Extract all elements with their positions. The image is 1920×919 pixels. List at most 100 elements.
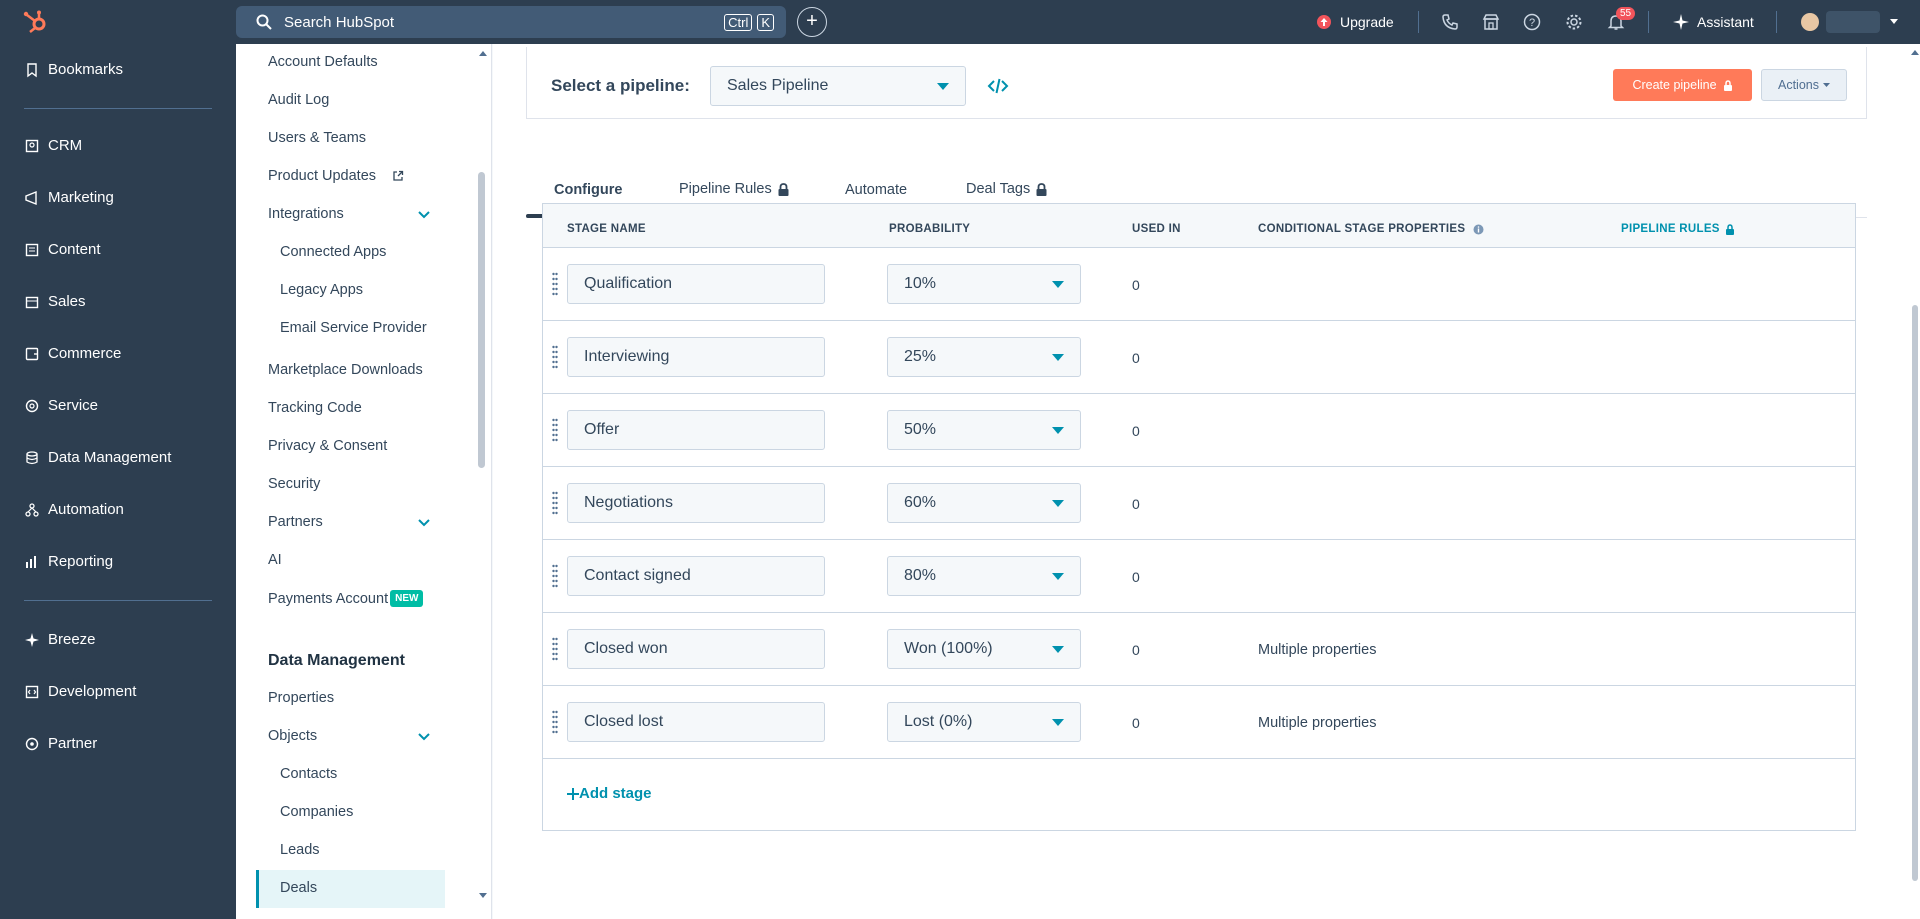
phone-icon[interactable] [1441, 13, 1459, 31]
chevron-down-icon[interactable] [416, 515, 432, 531]
pipeline-select[interactable]: Sales Pipeline [710, 66, 966, 106]
settings-ai[interactable]: AI [268, 552, 282, 568]
column-header-used-in: USED IN [1132, 223, 1181, 235]
actions-button[interactable]: Actions [1761, 69, 1847, 101]
settings-tracking-code[interactable]: Tracking Code [268, 400, 362, 416]
probability-select[interactable]: 60% [887, 483, 1081, 523]
settings-connected-apps[interactable]: Connected Apps [280, 244, 387, 260]
probability-select[interactable]: Won (100%) [887, 629, 1081, 669]
megaphone-icon [25, 190, 37, 205]
column-header-pipeline-rules[interactable]: PIPELINE RULES [1621, 223, 1735, 235]
conditional-properties[interactable]: Multiple properties [1258, 715, 1377, 731]
drag-handle-icon[interactable] [552, 637, 558, 661]
tab-pipeline-rules[interactable]: Pipeline Rules [679, 181, 790, 197]
upgrade-button[interactable]: Upgrade [1316, 0, 1394, 44]
drag-handle-icon[interactable] [552, 272, 558, 296]
settings-payments-account[interactable]: Payments Account NEW [268, 590, 424, 607]
nav-content[interactable]: Content [24, 241, 101, 258]
nav-reporting[interactable]: Reporting [24, 553, 113, 570]
main-scrollbar-thumb[interactable] [1912, 305, 1918, 881]
settings-audit-log[interactable]: Audit Log [268, 92, 330, 108]
settings-product-updates[interactable]: Product Updates [268, 168, 404, 184]
conditional-properties[interactable]: Multiple properties [1258, 642, 1377, 658]
info-icon[interactable] [1473, 224, 1484, 235]
nav-development[interactable]: Development [24, 683, 136, 700]
crm-icon [25, 139, 39, 152]
settings-email-service-provider[interactable]: Email Service Provider [280, 320, 427, 336]
probability-select[interactable]: 25% [887, 337, 1081, 377]
settings-partners[interactable]: Partners [268, 514, 323, 530]
settings-privacy-consent[interactable]: Privacy & Consent [268, 438, 388, 454]
stage-name-input[interactable]: Offer [567, 410, 825, 450]
automation-icon [25, 502, 39, 517]
settings-companies[interactable]: Companies [280, 804, 354, 820]
settings-gear-icon[interactable] [1565, 13, 1583, 31]
settings-properties[interactable]: Properties [268, 690, 335, 706]
settings-security[interactable]: Security [268, 476, 321, 492]
drag-handle-icon[interactable] [552, 418, 558, 442]
drag-handle-icon[interactable] [552, 710, 558, 734]
probability-select[interactable]: Lost (0%) [887, 702, 1081, 742]
add-stage-button[interactable]: Add stage [567, 785, 652, 802]
scroll-up-arrow-icon[interactable] [478, 49, 488, 57]
nav-marketing[interactable]: Marketing [24, 189, 114, 206]
probability-select[interactable]: 80% [887, 556, 1081, 596]
user-avatar[interactable] [1801, 13, 1819, 31]
settings-marketplace-downloads[interactable]: Marketplace Downloads [268, 362, 423, 378]
settings-contacts[interactable]: Contacts [280, 766, 338, 782]
nav-sales[interactable]: Sales [24, 293, 86, 310]
search-bar[interactable]: Search HubSpot Ctrl K [236, 6, 786, 38]
create-new-button[interactable]: + [797, 7, 827, 37]
stage-name-input[interactable]: Contact signed [567, 556, 825, 596]
tab-automate[interactable]: Automate [845, 182, 908, 198]
tab-deal-tags[interactable]: Deal Tags [966, 181, 1048, 197]
shortcut-ctrl-key: Ctrl [724, 13, 753, 31]
nav-crm[interactable]: CRM [24, 137, 82, 154]
tab-configure[interactable]: Configure [554, 182, 623, 198]
nav-divider [24, 108, 212, 109]
embed-code-icon[interactable] [987, 75, 1009, 97]
stage-name-input[interactable]: Closed lost [567, 702, 825, 742]
help-icon[interactable]: ? [1523, 13, 1541, 31]
hubspot-logo-icon[interactable] [22, 9, 48, 35]
nav-breeze[interactable]: Breeze [24, 631, 96, 648]
stage-name-input[interactable]: Qualification [567, 264, 825, 304]
settings-scrollbar-thumb[interactable] [478, 172, 485, 468]
settings-leads[interactable]: Leads [280, 842, 320, 858]
create-pipeline-button[interactable]: Create pipeline [1613, 69, 1752, 101]
nav-commerce[interactable]: Commerce [24, 345, 121, 362]
table-header: STAGE NAME PROBABILITY USED IN CONDITION… [543, 204, 1855, 248]
pipeline-header-card: Select a pipeline: Sales Pipeline Create… [526, 47, 1867, 119]
settings-objects[interactable]: Objects [268, 728, 318, 744]
nav-data-management[interactable]: Data Management [24, 449, 171, 466]
settings-users-teams[interactable]: Users & Teams [268, 130, 367, 146]
account-menu-caret-icon[interactable] [1889, 18, 1899, 26]
nav-service[interactable]: Service [24, 397, 98, 414]
scroll-down-arrow-icon[interactable] [478, 892, 488, 900]
nav-bookmarks[interactable]: Bookmarks [24, 61, 123, 78]
nav-automation[interactable]: Automation [24, 501, 124, 518]
scroll-up-arrow-icon[interactable] [1910, 48, 1920, 56]
nav-label: Partner [48, 735, 98, 752]
probability-select[interactable]: 10% [887, 264, 1081, 304]
nav-partner[interactable]: Partner [24, 735, 97, 752]
probability-select[interactable]: 50% [887, 410, 1081, 450]
chevron-down-icon[interactable] [416, 207, 432, 223]
settings-integrations[interactable]: Integrations [268, 206, 344, 222]
stage-name-input[interactable]: Negotiations [567, 483, 825, 523]
drag-handle-icon[interactable] [552, 564, 558, 588]
stage-name-input[interactable]: Interviewing [567, 337, 825, 377]
nav-label: Breeze [48, 631, 96, 648]
stage-name-input[interactable]: Closed won [567, 629, 825, 669]
settings-legacy-apps[interactable]: Legacy Apps [280, 282, 364, 298]
marketplace-icon[interactable] [1482, 13, 1500, 31]
drag-handle-icon[interactable] [552, 491, 558, 515]
settings-account-defaults[interactable]: Account Defaults [268, 54, 378, 70]
drag-handle-icon[interactable] [552, 345, 558, 369]
column-header-stage-name: STAGE NAME [567, 223, 646, 235]
nav-label: Marketing [48, 189, 114, 206]
account-name-redacted[interactable] [1826, 11, 1880, 33]
settings-deals[interactable]: Deals [280, 880, 318, 896]
assistant-button[interactable]: Assistant [1673, 0, 1754, 44]
chevron-down-icon[interactable] [416, 729, 432, 745]
